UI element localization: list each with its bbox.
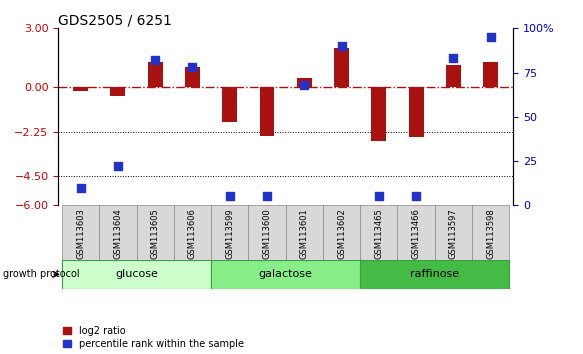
Point <box>262 194 272 199</box>
Bar <box>185 67 200 87</box>
Text: GSM113606: GSM113606 <box>188 208 197 259</box>
Text: GSM113466: GSM113466 <box>412 208 420 259</box>
Point <box>412 194 421 199</box>
Point <box>486 34 496 40</box>
Bar <box>286 205 323 260</box>
Point <box>150 57 160 63</box>
Text: galactose: galactose <box>259 269 312 279</box>
Bar <box>111 87 125 96</box>
Point <box>449 56 458 61</box>
Text: raffinose: raffinose <box>410 269 459 279</box>
Bar <box>398 205 435 260</box>
Point <box>188 64 197 70</box>
Bar <box>446 65 461 87</box>
Bar <box>334 48 349 87</box>
Text: GSM113601: GSM113601 <box>300 208 309 259</box>
Text: GSM113602: GSM113602 <box>337 208 346 259</box>
Bar <box>211 260 360 289</box>
Bar <box>259 87 275 137</box>
Point <box>113 164 122 169</box>
Text: GSM113605: GSM113605 <box>151 208 160 259</box>
Point <box>225 194 234 199</box>
Bar <box>73 87 88 91</box>
Text: GSM113600: GSM113600 <box>262 208 272 259</box>
Text: GSM113465: GSM113465 <box>374 208 384 259</box>
Text: growth protocol: growth protocol <box>3 269 79 279</box>
Bar <box>409 87 424 137</box>
Text: GSM113599: GSM113599 <box>225 208 234 259</box>
Bar <box>211 205 248 260</box>
Text: GSM113597: GSM113597 <box>449 208 458 259</box>
Text: GSM113598: GSM113598 <box>486 208 495 259</box>
Text: glucose: glucose <box>115 269 158 279</box>
Point <box>76 185 85 190</box>
Bar <box>222 87 237 122</box>
Bar <box>360 205 398 260</box>
Bar <box>323 205 360 260</box>
Bar <box>248 205 286 260</box>
Point <box>374 194 384 199</box>
Point <box>337 43 346 49</box>
Bar <box>371 87 387 141</box>
Bar <box>99 205 136 260</box>
Bar <box>174 205 211 260</box>
Bar <box>472 205 510 260</box>
Legend: log2 ratio, percentile rank within the sample: log2 ratio, percentile rank within the s… <box>63 326 244 349</box>
Bar <box>62 260 211 289</box>
Text: GDS2505 / 6251: GDS2505 / 6251 <box>58 13 172 27</box>
Text: GSM113603: GSM113603 <box>76 208 85 259</box>
Point <box>300 82 309 88</box>
Bar <box>360 260 510 289</box>
Bar <box>62 205 99 260</box>
Bar <box>136 205 174 260</box>
Bar <box>297 79 312 87</box>
Text: GSM113604: GSM113604 <box>114 208 122 259</box>
Bar <box>435 205 472 260</box>
Bar <box>483 62 498 87</box>
Bar <box>147 62 163 87</box>
